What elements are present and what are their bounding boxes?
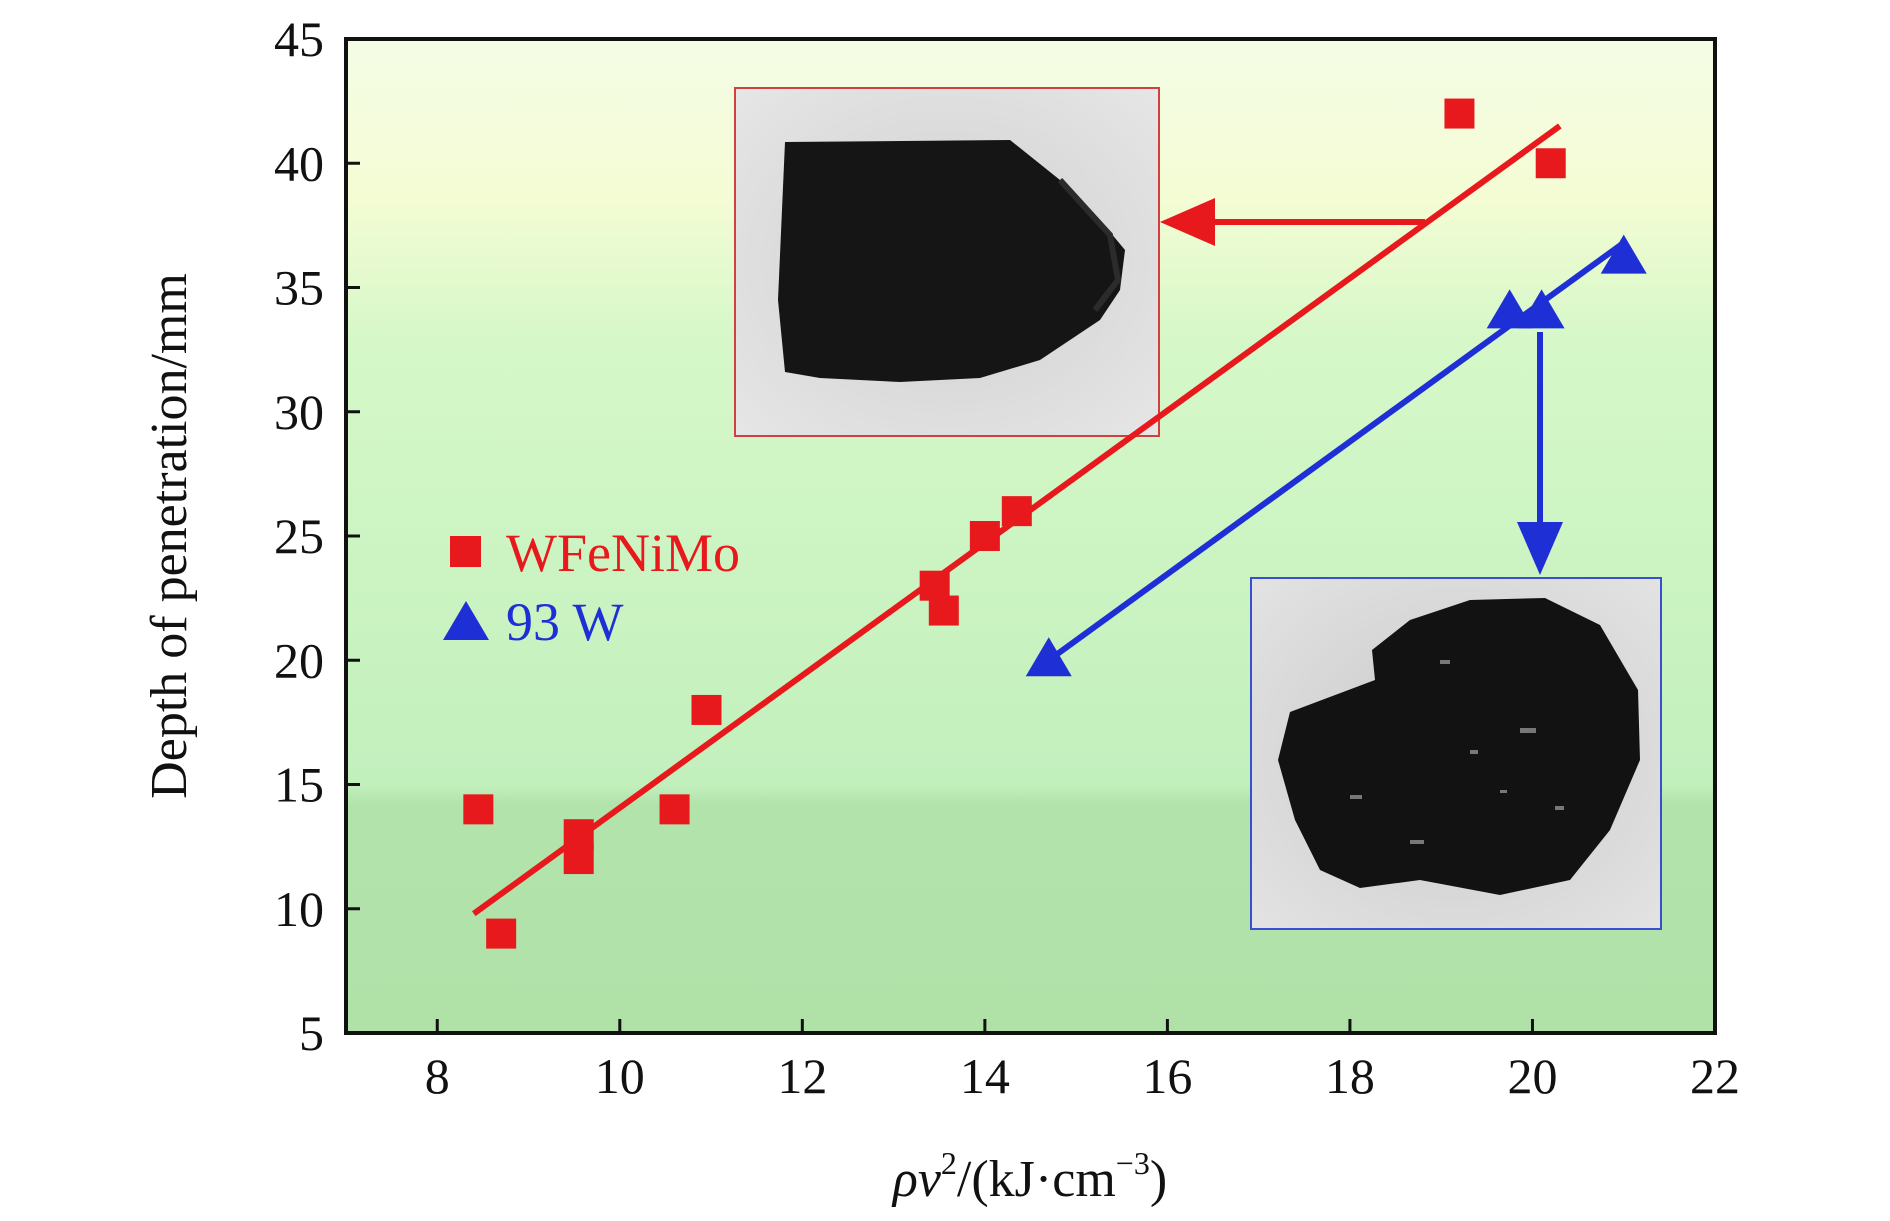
y-tick-label: 15: [274, 757, 324, 813]
data-point-wfenimo: [1535, 148, 1566, 179]
y-tick-label: 40: [274, 135, 324, 191]
data-point-wfenimo: [563, 819, 594, 850]
data-point-93-w: [1600, 234, 1647, 274]
legend: WFeNiMo 93 W: [443, 523, 740, 652]
data-point-wfenimo: [659, 794, 690, 825]
y-tick-label: 20: [274, 632, 324, 688]
x-tick-label: 18: [1325, 1048, 1375, 1104]
data-point-93-w: [1486, 289, 1533, 329]
data-point-wfenimo: [463, 794, 494, 825]
y-tick-label: 10: [274, 881, 324, 937]
y-axis-tick-labels: 5 10 15 20 25 30 35 40 45: [274, 11, 324, 1061]
legend-marker-93w: [443, 601, 489, 640]
fit-line-93-w: [1046, 240, 1626, 663]
data-markers: [463, 98, 1647, 949]
x-tick-label: 16: [1142, 1048, 1192, 1104]
data-point-93-w: [1025, 637, 1072, 677]
x-tick-label: 22: [1690, 1048, 1740, 1104]
legend-label-93w: 93 W: [506, 592, 624, 652]
data-point-93-w: [1518, 289, 1565, 329]
x-axis-label: ρv2/(kJ·cm−3): [891, 1145, 1167, 1208]
x-tick-label: 14: [960, 1048, 1010, 1104]
data-point-wfenimo: [1001, 496, 1032, 527]
y-axis-label: Depth of penetration/mm: [141, 273, 198, 799]
data-point-wfenimo: [1444, 98, 1475, 129]
data-point-wfenimo: [486, 918, 517, 949]
legend-marker-wfenimo: [450, 536, 481, 567]
arrow-to-wfenimo-photo: [1160, 198, 1425, 246]
data-point-wfenimo: [928, 595, 959, 626]
x-axis-tick-labels: 8 10 12 14 16 18 20 22: [425, 1048, 1740, 1104]
data-point-wfenimo: [691, 694, 722, 725]
y-tick-label: 5: [299, 1005, 324, 1061]
93w-fragment-photo: [1250, 577, 1662, 930]
wfenimo-fragment-photo: [734, 87, 1160, 437]
x-tick-label: 10: [595, 1048, 645, 1104]
arrow-to-93w-photo: [1517, 332, 1563, 575]
x-tick-label: 20: [1507, 1048, 1557, 1104]
legend-label-wfenimo: WFeNiMo: [506, 523, 740, 583]
y-tick-label: 30: [274, 384, 324, 440]
y-tick-label: 35: [274, 260, 324, 316]
x-axis-ticks: [435, 1019, 1717, 1033]
data-point-wfenimo: [969, 521, 1000, 551]
y-tick-label: 25: [274, 508, 324, 564]
x-tick-label: 8: [425, 1048, 450, 1104]
x-tick-label: 12: [777, 1048, 827, 1104]
y-axis-ticks: [346, 37, 360, 1035]
y-tick-label: 45: [274, 11, 324, 67]
